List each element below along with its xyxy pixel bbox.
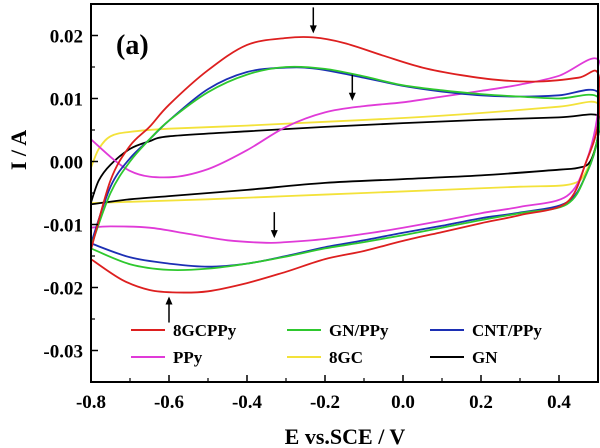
legend-label-ppy: PPy [173, 348, 203, 367]
x-axis-title: E vs.SCE / V [285, 424, 406, 448]
arrow-down-1 [309, 7, 317, 34]
y-tick-label: 0.01 [50, 90, 83, 111]
y-tick-label: -0.03 [43, 342, 83, 363]
y-tick-label: -0.02 [43, 279, 83, 300]
panel-label: (a) [116, 30, 149, 61]
x-tick-label: 0.2 [469, 392, 493, 413]
x-tick-label: -0.8 [76, 392, 106, 413]
legend-label-8gcppy: 8GCPPy [173, 321, 237, 340]
y-axis-title: I / A [6, 130, 31, 170]
x-tick-label: 0.0 [391, 392, 415, 413]
y-tick-label: -0.01 [43, 216, 83, 237]
series-line-ppy [90, 57, 600, 244]
x-tick-label: -0.2 [310, 392, 340, 413]
legend-label-8gc: 8GC [329, 348, 363, 367]
arrow-down-3 [270, 212, 278, 239]
legend-label-gn: GN [472, 348, 498, 367]
legend-label-gn-ppy: GN/PPy [329, 321, 389, 340]
legend: 8GCPPy GN/PPy CNT/PPy PPy 8GC GN [131, 321, 542, 367]
x-tick-label: -0.6 [154, 392, 184, 413]
y-tick-label: 0.02 [50, 27, 83, 48]
arrow-up-4 [165, 296, 173, 323]
x-tick-label: -0.4 [232, 392, 263, 413]
legend-label-cnt-ppy: CNT/PPy [472, 321, 542, 340]
peak-arrows [165, 7, 356, 323]
axis-ticks: -0.8 -0.6 -0.4 -0.2 0.0 0.2 0.4 -0.03 -0.02 -0.01… [43, 27, 571, 414]
arrow-down-2 [348, 74, 356, 101]
x-tick-label: 0.4 [547, 392, 571, 413]
y-tick-label: 0.00 [50, 153, 83, 174]
